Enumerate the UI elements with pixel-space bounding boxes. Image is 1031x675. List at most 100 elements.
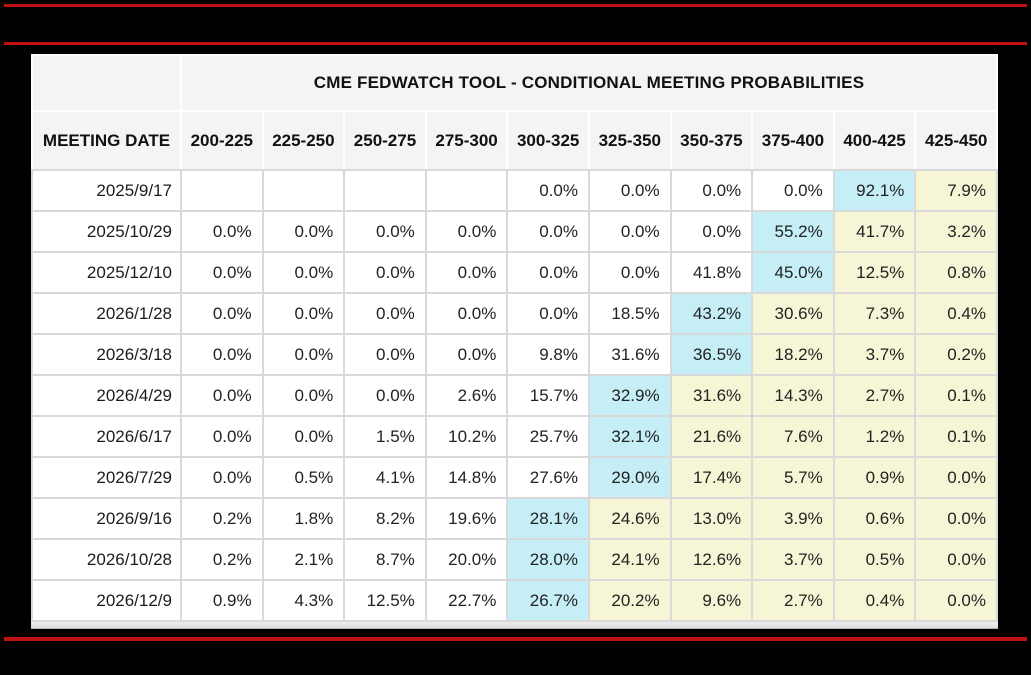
probability-cell: 0.9%	[180, 579, 264, 622]
probability-cell: 0.0%	[261, 251, 346, 294]
probability-cell: 31.6%	[587, 333, 672, 376]
probability-cell: 0.0%	[587, 251, 672, 294]
probability-cell: 0.8%	[914, 251, 998, 294]
probability-cell: 25.7%	[506, 415, 590, 458]
probability-cell: 12.5%	[832, 251, 917, 294]
table-row: 2026/6/17 0.0% 0.0% 1.5% 10.2% 25.7% 32.1% 21.6…	[31, 415, 998, 458]
meeting-date-cell: 2025/10/29	[31, 210, 182, 253]
probability-cell: 4.3%	[261, 579, 346, 622]
probability-cell: 12.5%	[343, 579, 427, 622]
probability-cell: 28.1%	[506, 497, 590, 540]
probability-cell: 0.0%	[424, 292, 509, 335]
table-row: 2025/12/10 0.0% 0.0% 0.0% 0.0% 0.0% 0.0% 41.8% 4…	[31, 251, 998, 294]
probability-cell: 24.1%	[587, 538, 672, 581]
meeting-date-cell: 2026/3/18	[31, 333, 182, 376]
rate-column-header-row: MEETING DATE 200-225 225-250 250-275 275-30…	[31, 110, 998, 171]
probability-cell: 0.0%	[261, 292, 346, 335]
probability-cell: 0.0%	[343, 251, 427, 294]
column-header-300-325: 300-325	[506, 110, 590, 171]
probability-cell: 14.3%	[751, 374, 835, 417]
probability-cell: 0.0%	[914, 497, 998, 540]
top-divider-line-2	[4, 42, 1027, 45]
probability-cell: 8.7%	[343, 538, 427, 581]
meeting-date-cell: 2026/10/28	[31, 538, 182, 581]
probability-cell: 30.6%	[751, 292, 835, 335]
probability-cell	[424, 169, 509, 212]
probability-cell: 0.0%	[261, 415, 346, 458]
probability-cell: 0.0%	[506, 292, 590, 335]
probability-cell: 41.8%	[669, 251, 754, 294]
probability-cell: 13.0%	[669, 497, 754, 540]
probability-cell: 17.4%	[669, 456, 754, 499]
probability-cell: 0.5%	[261, 456, 346, 499]
probability-cell: 1.5%	[343, 415, 427, 458]
table-row: 2026/3/18 0.0% 0.0% 0.0% 0.0% 9.8% 31.6% 36.5% 1…	[31, 333, 998, 376]
probability-cell: 0.1%	[914, 374, 998, 417]
meeting-date-cell: 2026/9/16	[31, 497, 182, 540]
probability-cell: 0.0%	[587, 210, 672, 253]
probability-cell: 1.2%	[832, 415, 917, 458]
column-header-350-375: 350-375	[669, 110, 754, 171]
probability-cell: 8.2%	[343, 497, 427, 540]
table-row: 2026/10/28 0.2% 2.1% 8.7% 20.0% 28.0% 24.1% 12.…	[31, 538, 998, 581]
probability-cell: 0.0%	[506, 169, 590, 212]
probability-cell: 0.0%	[180, 333, 264, 376]
probability-cell: 0.9%	[832, 456, 917, 499]
probability-cell	[261, 169, 346, 212]
probability-cell: 2.7%	[832, 374, 917, 417]
column-header-425-450: 425-450	[914, 110, 998, 171]
probability-cell: 1.8%	[261, 497, 346, 540]
probability-cell: 0.0%	[180, 251, 264, 294]
probability-cell	[343, 169, 427, 212]
probability-cell: 9.8%	[506, 333, 590, 376]
probability-cell: 0.0%	[343, 292, 427, 335]
probability-cell: 0.2%	[180, 538, 264, 581]
probability-cell: 0.0%	[914, 538, 998, 581]
probability-cell: 0.0%	[180, 415, 264, 458]
probability-cell: 19.6%	[424, 497, 509, 540]
table-row: 2026/7/29 0.0% 0.5% 4.1% 14.8% 27.6% 29.0% 17.4…	[31, 456, 998, 499]
probability-cell: 28.0%	[506, 538, 590, 581]
table-row: 2026/9/16 0.2% 1.8% 8.2% 19.6% 28.1% 24.6% 13.0…	[31, 497, 998, 540]
table-row: 2026/1/28 0.0% 0.0% 0.0% 0.0% 0.0% 18.5% 43.2% 3…	[31, 292, 998, 335]
probability-cell	[180, 169, 264, 212]
probability-cell: 0.0%	[261, 210, 346, 253]
table-row: 2026/12/9 0.9% 4.3% 12.5% 22.7% 26.7% 20.2% 9.6…	[31, 579, 998, 622]
horizontal-scrollbar-track[interactable]	[31, 622, 998, 629]
probability-cell: 0.0%	[669, 169, 754, 212]
probability-cell: 5.7%	[751, 456, 835, 499]
probability-cell: 0.5%	[832, 538, 917, 581]
top-divider-line-1	[4, 4, 1027, 7]
probability-cell: 22.7%	[424, 579, 509, 622]
probability-cell: 0.0%	[914, 579, 998, 622]
table-title: CME FEDWATCH TOOL - CONDITIONAL MEETING …	[180, 54, 998, 112]
probability-cell: 0.0%	[506, 251, 590, 294]
table-corner-cell	[31, 54, 182, 112]
probability-cell: 0.0%	[424, 251, 509, 294]
probability-cell: 21.6%	[669, 415, 754, 458]
column-header-400-425: 400-425	[832, 110, 917, 171]
probability-cell: 0.0%	[180, 456, 264, 499]
probability-cell: 0.0%	[506, 210, 590, 253]
probability-cell: 0.0%	[180, 292, 264, 335]
meeting-date-cell: 2026/1/28	[31, 292, 182, 335]
probability-cell: 32.9%	[587, 374, 672, 417]
probability-cell: 31.6%	[669, 374, 754, 417]
table-row: 2025/10/29 0.0% 0.0% 0.0% 0.0% 0.0% 0.0% 0.0% 55…	[31, 210, 998, 253]
probability-cell: 0.0%	[261, 374, 346, 417]
column-header-200-225: 200-225	[180, 110, 264, 171]
column-header-225-250: 225-250	[261, 110, 346, 171]
probability-cell: 7.3%	[832, 292, 917, 335]
probability-cell: 0.2%	[180, 497, 264, 540]
probability-cell: 0.0%	[424, 210, 509, 253]
column-header-275-300: 275-300	[424, 110, 509, 171]
column-header-375-400: 375-400	[751, 110, 835, 171]
probability-cell: 45.0%	[751, 251, 835, 294]
meeting-date-cell: 2026/4/29	[31, 374, 182, 417]
table-row: 2025/9/17 0.0% 0.0% 0.0% 0.0% 92.1% 7.9%	[31, 169, 998, 212]
meeting-date-cell: 2025/9/17	[31, 169, 182, 212]
probability-cell: 26.7%	[506, 579, 590, 622]
probability-cell: 7.6%	[751, 415, 835, 458]
table-row: 2026/4/29 0.0% 0.0% 0.0% 2.6% 15.7% 32.9% 31.6%…	[31, 374, 998, 417]
